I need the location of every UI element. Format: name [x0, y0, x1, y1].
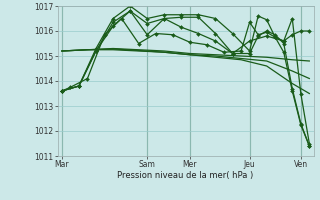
X-axis label: Pression niveau de la mer( hPa ): Pression niveau de la mer( hPa )	[117, 171, 254, 180]
